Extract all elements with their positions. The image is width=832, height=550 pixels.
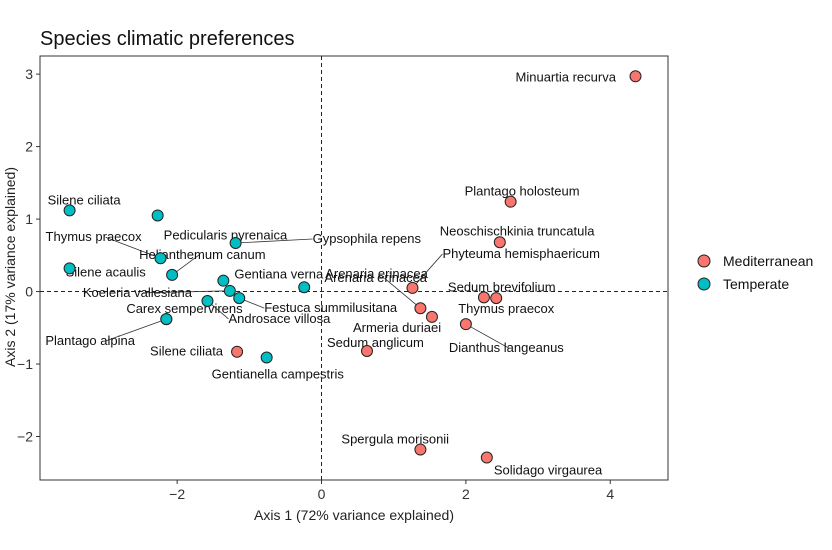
point-labels: Minuartia recurva Plantago holosteum Neosc… bbox=[45, 69, 616, 477]
point-label-arenaria-erinacea: Arenaria erinacea bbox=[325, 266, 428, 281]
point-mediterranean-arenaria-erinacea bbox=[414, 302, 427, 315]
legend-label-temperate: Temperate bbox=[723, 276, 789, 292]
point-label-pedicularis-pyrenaica: Pedicularis pyrenaica bbox=[164, 227, 288, 242]
point-label-sedum-anglicum: Sedum anglicum bbox=[327, 335, 424, 350]
point-mediterranean-plantago-holosteum bbox=[504, 195, 517, 208]
point-label-androsace-villosa: Androsace villosa bbox=[228, 311, 331, 326]
point-label-spergula-morisonii: Spergula morisonii bbox=[341, 432, 449, 447]
point-temperate-gentiana-verna bbox=[217, 274, 230, 287]
point-mediterranean-minuartia-recurva bbox=[629, 70, 642, 83]
point-label-festuca-summilusitana: Festuca summilusitana bbox=[264, 300, 398, 315]
y-tick-label: 0 bbox=[25, 284, 33, 300]
y-tick-label: 3 bbox=[25, 66, 33, 82]
point-mediterranean-solidago-virgaurea bbox=[480, 451, 493, 464]
point-temperate-gentianella-campestris bbox=[260, 351, 273, 364]
plot-area: −2 0 2 4 −2 −1 0 1 2 3 Minuartia recurva Plantago h… bbox=[17, 55, 669, 502]
point-mediterranean-sedum-anglicum bbox=[360, 344, 373, 357]
point-label-solidago-virgaurea: Solidago virgaurea bbox=[494, 463, 603, 478]
point-label-gypsophila-repens: Gypsophila repens bbox=[313, 231, 422, 246]
point-label-phyteuma-hemisphaericum: Phyteuma hemisphaericum bbox=[442, 246, 600, 261]
legend-label-mediterranean: Mediterranean bbox=[723, 253, 813, 269]
point-label-armeria-duriaei: Armeria duriaei bbox=[353, 320, 441, 335]
point-temperate-androsace-villosa bbox=[201, 294, 214, 307]
point-temperate-pedicularis-pyrenaica bbox=[151, 209, 164, 222]
point-temperate-festuca-summilusitana bbox=[233, 292, 246, 305]
point-temperate-plantago-alpina bbox=[160, 313, 173, 326]
point-mediterranean-silene-ciliata bbox=[231, 345, 244, 358]
y-tick-label: −2 bbox=[17, 429, 33, 445]
point-label-minuartia-recurva: Minuartia recurva bbox=[516, 69, 617, 84]
point-label-neoschischkinia-truncatula: Neoschischkinia truncatula bbox=[440, 223, 595, 238]
x-tick-label: 4 bbox=[606, 486, 614, 502]
label-leader-line bbox=[412, 253, 443, 289]
point-mediterranean-spergula-morisonii bbox=[414, 443, 427, 456]
point-temperate-thymus-praecox bbox=[154, 252, 167, 265]
y-tick-label: 1 bbox=[25, 211, 33, 227]
point-mediterranean-neoschischkinia-truncatula bbox=[493, 236, 506, 249]
point-label-thymus-praecox: Thymus praecox bbox=[458, 301, 555, 316]
point-label-arenaria-erinacea: Arenaria erinacea bbox=[324, 270, 427, 285]
x-tick-label: 2 bbox=[462, 486, 470, 502]
y-axis-title: Axis 2 (17% variance explained) bbox=[2, 167, 18, 367]
point-label-thymus-praecox: Thymus praecox bbox=[46, 229, 143, 244]
label-leader-line bbox=[105, 236, 161, 259]
point-label-plantago-alpina: Plantago alpina bbox=[45, 333, 135, 348]
point-label-koeleria-vallesiana: Koeleria vallesiana bbox=[83, 285, 193, 300]
point-label-plantago-holosteum: Plantago holosteum bbox=[465, 184, 580, 199]
x-tick-label: −2 bbox=[169, 486, 185, 502]
point-mediterranean-sedum-brevifolium bbox=[477, 291, 490, 304]
point-label-sedum-brevifolium: Sedum brevifolium bbox=[448, 279, 556, 294]
chart-title: Species climatic preferences bbox=[40, 28, 295, 50]
point-mediterranean-phyteuma-hemisphaericum bbox=[406, 281, 419, 294]
legend-key-mediterranean bbox=[697, 254, 711, 268]
point-temperate-silene-ciliata bbox=[63, 204, 76, 217]
point-mediterranean-thymus-praecox bbox=[490, 292, 503, 305]
point-mediterranean-dianthus-langeanus bbox=[459, 318, 472, 331]
points bbox=[63, 70, 642, 464]
point-label-dianthus-langeanus: Dianthus langeanus bbox=[449, 340, 564, 355]
legend: Mediterranean Temperate bbox=[697, 253, 813, 292]
label-leader-line bbox=[142, 290, 230, 294]
point-label-helianthemum-canum: Helianthemum canum bbox=[139, 247, 265, 262]
point-label-gentianella-campestris: Gentianella campestris bbox=[212, 367, 345, 382]
panel-border bbox=[39, 55, 669, 481]
point-temperate-arenaria-erinacea bbox=[298, 281, 311, 294]
y-tick-label: −1 bbox=[17, 356, 33, 372]
point-temperate-koeleria-vallesiana bbox=[223, 284, 236, 297]
label-leader-line bbox=[384, 277, 421, 309]
point-label-carex-sempervirens: Carex sempervirens bbox=[126, 301, 243, 316]
y-tick-label: 2 bbox=[25, 139, 33, 155]
point-mediterranean-armeria-duriaei bbox=[425, 310, 438, 323]
label-leader-line bbox=[105, 318, 167, 342]
point-temperate-helianthemum-canum bbox=[166, 268, 179, 281]
point-temperate-gypsophila-repens bbox=[229, 236, 242, 249]
label-leader-line bbox=[465, 323, 510, 349]
point-label-silene-ciliata: Silene ciliata bbox=[48, 192, 122, 207]
point-temperate-silene-acaulis bbox=[63, 262, 76, 275]
point-label-gentiana-verna: Gentiana verna bbox=[234, 267, 324, 282]
label-leader-line bbox=[235, 238, 313, 244]
x-tick-label: 0 bbox=[318, 486, 326, 502]
legend-key-temperate bbox=[697, 277, 711, 291]
x-axis-title: Axis 1 (72% variance explained) bbox=[254, 507, 454, 523]
point-label-silene-acaulis: Silene acaulis bbox=[66, 264, 147, 279]
point-label-silene-ciliata: Silene ciliata bbox=[150, 344, 224, 359]
